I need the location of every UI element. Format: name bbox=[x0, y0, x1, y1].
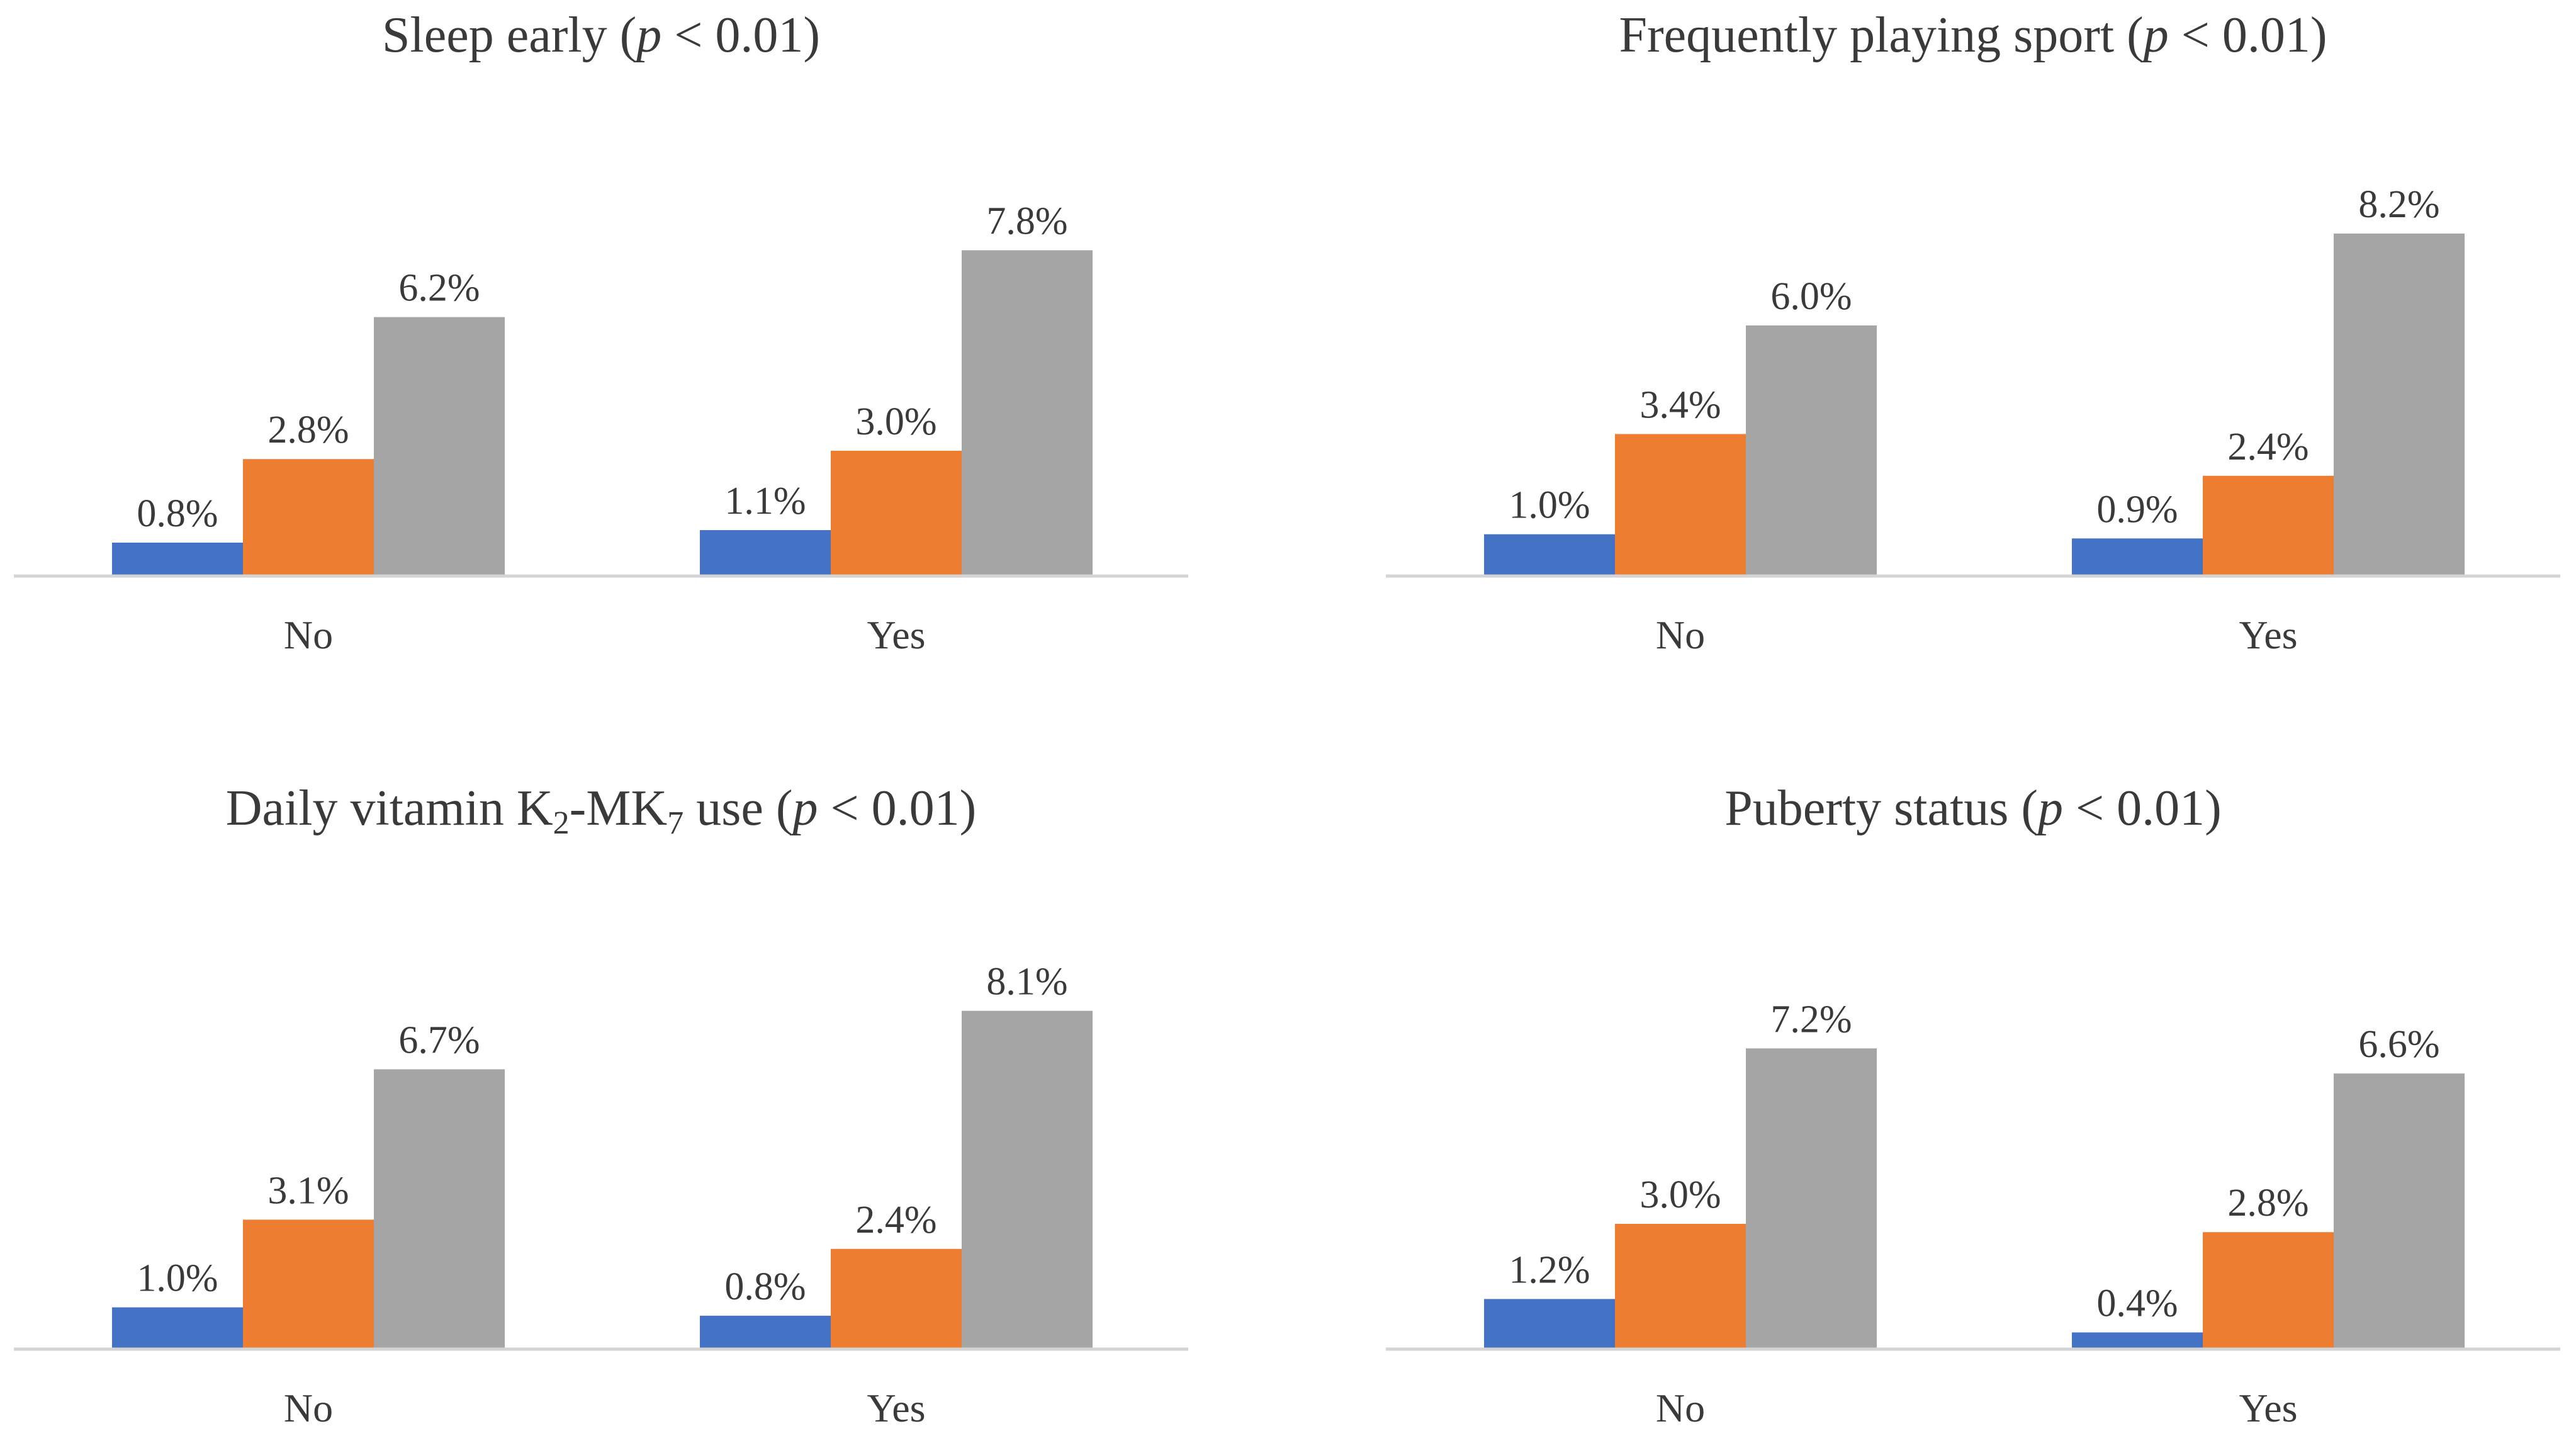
x-tick-label-yes: Yes bbox=[867, 1386, 925, 1430]
x-tick-label-yes: Yes bbox=[2239, 613, 2297, 657]
x-tick-label-yes: Yes bbox=[2239, 1386, 2297, 1430]
bar-yes-series-2 bbox=[831, 450, 962, 576]
bar-yes-series-3 bbox=[2334, 234, 2465, 576]
bar-yes-series-2 bbox=[831, 1248, 962, 1349]
data-label-yes-series-3: 7.8% bbox=[986, 200, 1067, 243]
bar-yes-series-2 bbox=[2203, 1232, 2334, 1349]
bar-yes-series-1 bbox=[700, 1315, 831, 1349]
bar-yes-series-1 bbox=[2072, 538, 2203, 576]
data-label-no-series-1: 1.2% bbox=[1509, 1248, 1590, 1291]
bar-yes-series-1 bbox=[700, 530, 831, 576]
bar-no-series-3 bbox=[374, 1069, 505, 1349]
bar-yes-series-1 bbox=[2072, 1332, 2203, 1349]
data-label-yes-series-3: 8.1% bbox=[986, 961, 1067, 1004]
data-label-no-series-3: 6.0% bbox=[1770, 275, 1852, 318]
bar-yes-series-3 bbox=[962, 1010, 1093, 1349]
bar-no-series-2 bbox=[243, 459, 374, 576]
x-tick-label-no: No bbox=[284, 1386, 333, 1430]
data-label-yes-series-1: 0.9% bbox=[2096, 488, 2178, 531]
data-label-yes-series-3: 8.2% bbox=[2358, 183, 2439, 226]
chart-panel-3: Daily vitamin K2-MK7 use (p < 0.01) 1.0% 3… bbox=[14, 781, 1188, 1430]
chart-title: Frequently playing sport (p < 0.01) bbox=[1619, 8, 2327, 63]
bar-no-series-3 bbox=[374, 317, 505, 576]
bar-no-series-1 bbox=[1484, 1299, 1615, 1349]
x-tick-label-no: No bbox=[1656, 1386, 1705, 1430]
data-label-yes-series-2: 2.8% bbox=[2227, 1182, 2309, 1224]
data-label-no-series-3: 7.2% bbox=[1770, 998, 1852, 1041]
x-tick-label-yes: Yes bbox=[867, 613, 925, 657]
bar-no-series-1 bbox=[112, 542, 243, 576]
bar-no-series-1 bbox=[112, 1307, 243, 1349]
bar-yes-series-3 bbox=[2334, 1073, 2465, 1349]
data-label-no-series-2: 3.1% bbox=[267, 1169, 349, 1212]
bar-no-series-2 bbox=[243, 1219, 374, 1349]
bar-yes-series-2 bbox=[2203, 475, 2334, 576]
bar-no-series-2 bbox=[1615, 434, 1746, 576]
data-label-no-series-3: 6.2% bbox=[398, 267, 480, 310]
chart-title: Daily vitamin K2-MK7 use (p < 0.01) bbox=[226, 781, 977, 841]
bar-no-series-1 bbox=[1484, 534, 1615, 576]
data-label-yes-series-1: 0.4% bbox=[2096, 1282, 2178, 1325]
data-label-yes-series-2: 2.4% bbox=[855, 1199, 936, 1241]
data-label-yes-series-2: 3.0% bbox=[855, 400, 936, 443]
chart-title: Sleep early (p < 0.01) bbox=[382, 8, 820, 63]
chart-panel-2: Frequently playing sport (p < 0.01) 1.0% 3… bbox=[1386, 8, 2560, 657]
data-label-no-series-2: 2.8% bbox=[267, 409, 349, 451]
data-label-no-series-2: 3.0% bbox=[1640, 1173, 1721, 1216]
bar-no-series-3 bbox=[1746, 325, 1877, 576]
data-label-no-series-1: 1.0% bbox=[137, 1257, 218, 1300]
data-label-yes-series-1: 0.8% bbox=[724, 1265, 806, 1308]
data-label-no-series-3: 6.7% bbox=[398, 1019, 480, 1062]
bar-no-series-3 bbox=[1746, 1048, 1877, 1349]
bar-no-series-2 bbox=[1615, 1223, 1746, 1349]
data-label-no-series-1: 0.8% bbox=[137, 492, 218, 535]
chart-panel-4: Puberty status (p < 0.01) 1.2% 3.0% 7.2% No 0… bbox=[1386, 781, 2560, 1430]
data-label-no-series-2: 3.4% bbox=[1640, 383, 1721, 426]
chart-panel-1: Sleep early (p < 0.01) 0.8% 2.8% 6.2% No 1.1%… bbox=[14, 8, 1188, 657]
data-label-yes-series-1: 1.1% bbox=[724, 480, 806, 523]
data-label-yes-series-2: 2.4% bbox=[2227, 426, 2309, 468]
x-tick-label-no: No bbox=[1656, 613, 1705, 657]
x-tick-label-no: No bbox=[284, 613, 333, 657]
data-label-no-series-1: 1.0% bbox=[1509, 484, 1590, 527]
data-label-yes-series-3: 6.6% bbox=[2358, 1023, 2439, 1066]
chart-title: Puberty status (p < 0.01) bbox=[1724, 781, 2222, 836]
bar-yes-series-3 bbox=[962, 250, 1093, 576]
